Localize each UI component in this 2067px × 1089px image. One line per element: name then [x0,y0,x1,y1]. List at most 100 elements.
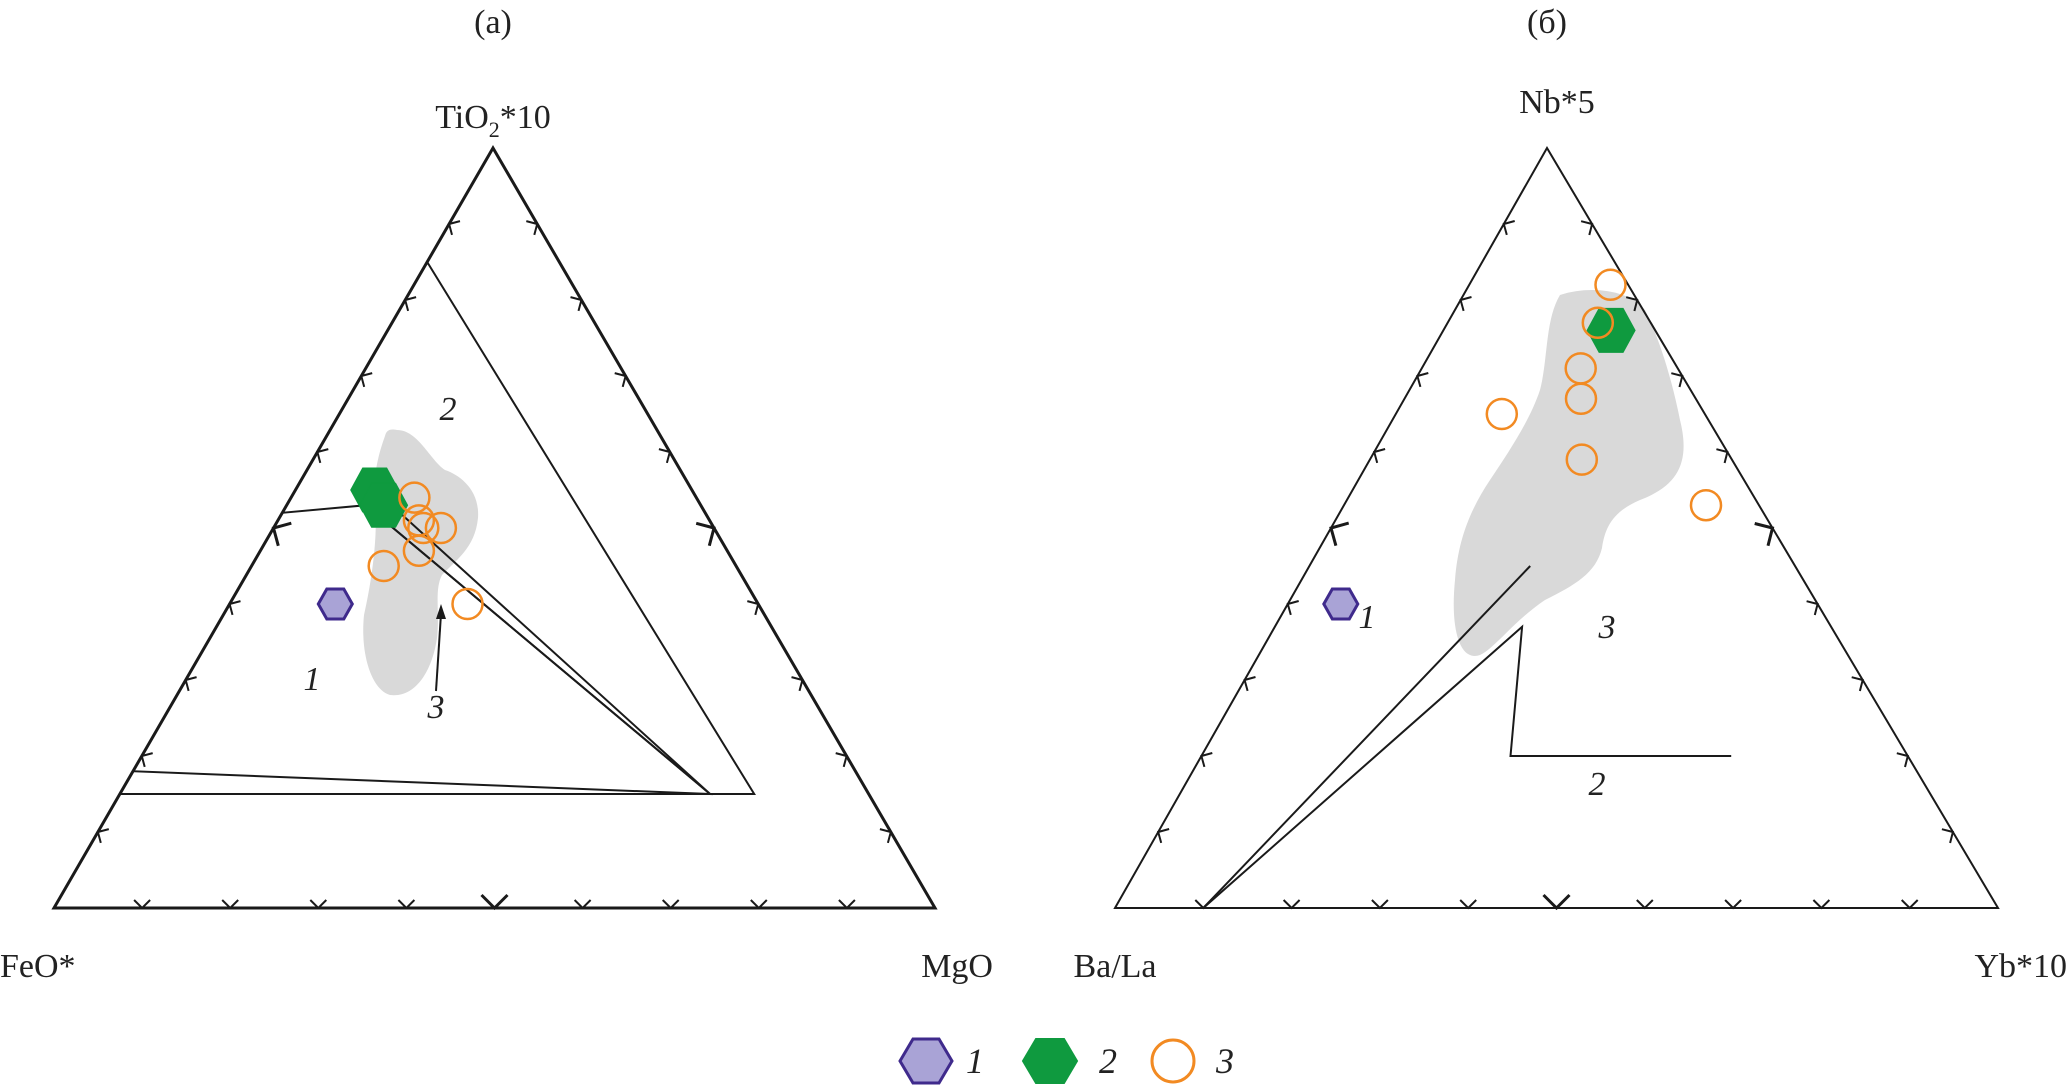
panel-b-left-edge-tick [1156,828,1170,844]
panel-b-left-edge-tick [1286,600,1299,616]
panel-b: (б) Nb*5 Ba/La Yb*10 1 3 2 [1073,4,2067,985]
panel-b-left-edge-tick [1372,448,1386,464]
panel-a-left-edge-tick [403,296,417,312]
panel-b-series-3-point [1689,488,1723,522]
panel-a-ticks [96,220,893,911]
panel-b-field-1-label: 1 [1359,599,1376,636]
panel-b-bottom-edge-tick [1194,899,1213,910]
panel-b-bottom-edge-tick [1459,899,1477,910]
panel-a-series-3-point [402,534,436,568]
panel-b-bottom-edge-tick [1900,899,1919,910]
panel-a-bottom-edge-tick [221,899,239,910]
legend-label-3: 3 [1215,1041,1234,1081]
panel-b-bottom-edge-tick [1724,899,1742,910]
panel-b-left-edge-tick [1416,372,1429,388]
panel-a-series-3-point [424,511,458,545]
panel-b-left-edge-tick [1329,521,1350,547]
legend-symbol-1 [898,1037,954,1085]
panel-b-ticks [1156,220,1955,911]
panel-b-bottom-edge-tick [1282,899,1301,910]
panel-b-data-points [1322,268,1723,621]
panel-a-series-3-point [398,481,431,514]
panel-a-apex-right: MgO [921,948,993,985]
panel-a-series-1-point [316,587,355,621]
panel-b-apex-left: Ba/La [1073,948,1156,985]
panel-b-right-edge-tick [1580,220,1594,236]
panel-a-bottom-edge-tick [661,899,680,910]
panel-a-left-edge-tick [316,448,329,464]
panel-a-right-edge-tick [879,828,893,844]
panel-b-left-edge-tick [1243,676,1256,692]
panel-b-bottom-edge-tick [1371,899,1389,910]
panel-b-series-3-point [1594,268,1627,302]
panel-a-bottom-edge-tick [480,893,509,911]
panel-b-series-3-point [1564,382,1598,416]
panel-a-bottom-edge-tick [573,899,592,910]
panel-a-right-edge-tick [526,220,539,236]
panel-a-right-edge-tick [695,521,716,547]
panel-a-left-edge-tick [184,676,197,692]
panel-a-apex-left: FeO* [0,948,76,985]
panel-a-apex-top: TiO2*10 [435,99,551,142]
panel-a-left-edge-tick [140,752,153,768]
panel-a-right-edge-tick [791,676,804,692]
panel-a-label: (а) [474,4,512,41]
panel-b-boundary-lower [1202,624,1732,909]
panel-a-field-1-label: 1 [304,661,321,698]
panel-b-apex-top: Nb*5 [1519,84,1595,121]
panel-b-right-edge-tick [1896,752,1910,768]
panel-b-series-3-point [1565,443,1599,476]
legend-symbol-3 [1150,1038,1196,1084]
panel-b-right-edge-tick [1941,828,1955,844]
panel-b-boundary-upper [1202,565,1531,909]
panel-b-right-edge-tick [1851,676,1864,692]
panel-b-label: (б) [1527,4,1567,41]
panel-b-apex-right: Yb*10 [1974,948,2067,985]
panel-a-bottom-edge-tick [750,899,768,910]
panel-b-bottom-edge-tick [1542,893,1571,911]
panel-a-series-3-point [407,511,440,545]
panel-b-right-edge-tick [1754,522,1775,547]
panel-a-bottom-edge-tick [397,899,416,910]
panel-a-bottom-edge-tick [309,899,328,910]
panel-a-right-edge-tick [658,448,672,464]
panel-a-left-edge-tick [360,372,373,388]
panel-b-field-boundaries [1202,565,1732,909]
panel-a-series-3-point [367,549,400,583]
panel-a-left-edge-tick [271,521,292,547]
panel-a-series-3-point [451,587,484,621]
panel-b-field-2-label: 2 [1589,766,1606,803]
panel-b-series-1-point [1322,587,1360,621]
panel-a-left-edge-tick [447,220,461,236]
panel-a-bottom-edge-tick [838,899,856,910]
panel-a-right-edge-tick [835,752,848,768]
panel-b-bottom-edge-tick [1812,899,1831,910]
panel-a-field-3-label: 3 [427,689,445,726]
panel-a-right-edge-tick [747,600,760,616]
legend-label-1: 1 [966,1041,984,1081]
panel-a-right-edge-tick [614,372,627,388]
panel-a-field-2-label: 2 [440,391,457,428]
panel-b-right-edge-tick [1806,600,1819,616]
panel-b-right-edge-tick [1671,372,1684,388]
panel-b-shaded-field [1453,290,1684,656]
panel-b-left-edge-tick [1502,220,1515,236]
panel-b-field-3-label: 3 [1598,609,1616,646]
panel-a-bottom-edge-tick [133,899,151,910]
panel-b-bottom-edge-tick [1636,899,1654,910]
legend: 1 2 3 [898,1037,1234,1085]
panel-b-right-edge-tick [1625,296,1639,312]
panel-a: (а) TiO2*10 FeO* MgO 2 1 3 [0,4,993,985]
panel-a-left-edge-tick [96,828,110,844]
panel-a-left-edge-tick [228,600,241,616]
legend-label-2: 2 [1099,1041,1117,1081]
panel-a-field-3-arrow [435,604,446,692]
panel-b-series-3-point [1485,397,1519,431]
panel-b-left-edge-tick [1200,752,1213,768]
panel-b-series-3-point [1581,306,1615,340]
panel-b-left-edge-tick [1459,296,1472,312]
panel-b-right-edge-tick [1716,448,1729,464]
legend-symbol-2 [1021,1038,1079,1084]
panel-a-series-2-point [359,482,409,528]
